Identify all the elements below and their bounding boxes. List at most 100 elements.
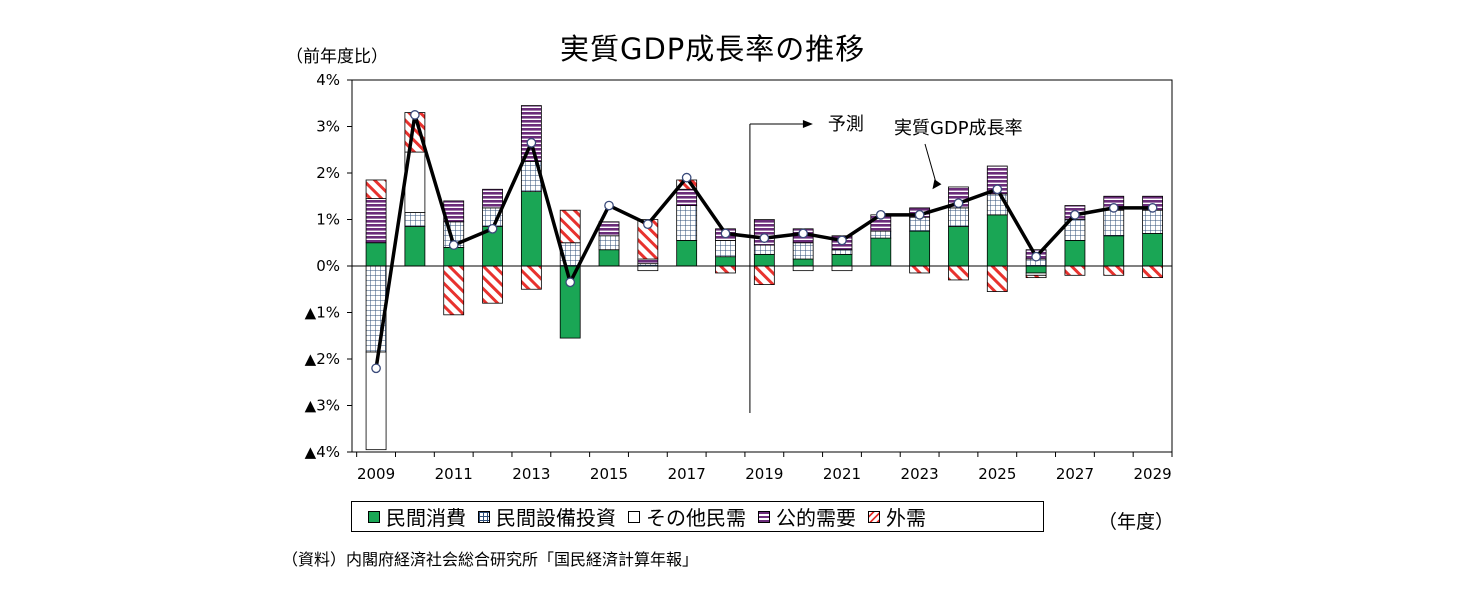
bar-2017-民間設備投資 bbox=[676, 205, 698, 241]
gdp-point-2015 bbox=[604, 200, 614, 211]
gdp-point-2022 bbox=[875, 210, 886, 220]
bar-2018-外需 bbox=[715, 265, 736, 274]
bar-2020-その他民需 bbox=[792, 265, 814, 272]
legend-item: その他民需 bbox=[628, 502, 746, 531]
legend-swatch bbox=[868, 510, 880, 523]
bar-2015-民間消費 bbox=[598, 249, 620, 267]
gdp-point-2017 bbox=[681, 172, 692, 183]
bar-2022-民間設備投資 bbox=[870, 230, 892, 239]
legend-item: 公的需要 bbox=[758, 502, 856, 531]
gdp-point-2010 bbox=[410, 110, 420, 120]
forecast-arrow-head bbox=[802, 120, 813, 128]
gdp-point-2024 bbox=[953, 198, 964, 209]
y-tick-label: 0% bbox=[316, 257, 340, 275]
legend-item: 民間設備投資 bbox=[478, 502, 616, 531]
x-tick-label: 2025 bbox=[978, 465, 1016, 483]
chart-title: 実質GDP成長率の推移 bbox=[560, 32, 866, 66]
gdp-point-2020 bbox=[798, 228, 809, 239]
bar-2009-外需 bbox=[365, 179, 387, 199]
x-tick-label: 2013 bbox=[512, 465, 550, 483]
x-axis-unit: （年度） bbox=[1098, 511, 1175, 533]
bar-2013-公的需要 bbox=[520, 105, 542, 162]
legend-label: その他民需 bbox=[646, 506, 746, 530]
bar-2014-外需 bbox=[559, 209, 581, 244]
bar-2015-民間設備投資 bbox=[598, 235, 620, 251]
gdp-point-2027 bbox=[1070, 210, 1080, 220]
bar-2027-民間消費 bbox=[1064, 240, 1086, 267]
gdp-point-2025 bbox=[992, 184, 1003, 195]
gdp-point-2026 bbox=[1031, 251, 1041, 262]
bar-2028-外需 bbox=[1103, 265, 1125, 276]
bar-2025-外需 bbox=[986, 265, 1008, 292]
bar-2012-外需 bbox=[482, 265, 503, 304]
bar-2017-公的需要 bbox=[676, 188, 698, 206]
bar-2019-外需 bbox=[753, 265, 775, 286]
bar-2020-民間設備投資 bbox=[792, 242, 814, 260]
bar-2009-公的需要 bbox=[365, 198, 387, 244]
y-tick-label: 4% bbox=[316, 71, 340, 89]
bar-2011-外需 bbox=[443, 265, 465, 316]
bar-2013-外需 bbox=[520, 265, 542, 290]
gdp-point-2021 bbox=[837, 235, 847, 246]
bar-2029-外需 bbox=[1142, 265, 1163, 279]
bar-2018-民間設備投資 bbox=[715, 240, 736, 258]
gdp-point-2012 bbox=[487, 223, 498, 234]
y-tick-label: 3% bbox=[316, 118, 340, 136]
gdp-label-arrow-line bbox=[924, 143, 937, 185]
gdp-point-2013 bbox=[526, 137, 537, 148]
legend-label: 民間設備投資 bbox=[496, 506, 616, 530]
bar-2027-外需 bbox=[1064, 265, 1086, 276]
legend-label: 外需 bbox=[886, 506, 926, 530]
bar-2024-民間消費 bbox=[948, 226, 969, 267]
bar-2029-民間消費 bbox=[1142, 233, 1163, 267]
y-tick-label: 2% bbox=[316, 164, 340, 182]
bar-2028-民間消費 bbox=[1103, 235, 1125, 267]
legend-swatch bbox=[478, 510, 490, 523]
forecast-label: 予測 bbox=[828, 114, 864, 135]
y-tick-label: ▲2% bbox=[305, 350, 340, 368]
gdp-line-label: 実質GDP成長率 bbox=[894, 118, 1023, 139]
bar-2023-民間消費 bbox=[909, 230, 931, 267]
x-tick-label: 2009 bbox=[357, 465, 395, 483]
gdp-label-arrow-head bbox=[932, 179, 942, 190]
bar-2010-民間設備投資 bbox=[404, 212, 426, 227]
bar-2013-民間消費 bbox=[520, 191, 542, 267]
bar-2021-その他民需 bbox=[831, 265, 853, 272]
bar-2026-民間消費 bbox=[1025, 265, 1047, 274]
x-tick-label: 2015 bbox=[590, 465, 628, 483]
legend-item: 外需 bbox=[868, 502, 926, 531]
bar-2021-民間設備投資 bbox=[831, 249, 853, 255]
bar-2024-民間設備投資 bbox=[948, 207, 969, 227]
legend-swatch bbox=[368, 510, 380, 523]
bar-2009-その他民需 bbox=[365, 351, 387, 451]
x-tick-label: 2021 bbox=[823, 465, 861, 483]
bar-2019-民間消費 bbox=[753, 253, 775, 267]
bar-2017-民間消費 bbox=[676, 240, 698, 267]
legend-swatch bbox=[758, 510, 770, 523]
bar-2024-外需 bbox=[948, 265, 969, 281]
gdp-point-2009 bbox=[371, 363, 381, 374]
gdp-point-2018 bbox=[720, 228, 731, 239]
y-tick-label: ▲1% bbox=[305, 304, 340, 322]
bar-2022-民間消費 bbox=[870, 237, 892, 267]
gdp-point-2019 bbox=[759, 233, 770, 243]
y-axis-unit: （前年度比） bbox=[286, 47, 388, 67]
bar-2025-民間消費 bbox=[986, 214, 1008, 267]
bar-2026-外需 bbox=[1025, 274, 1047, 279]
x-tick-label: 2011 bbox=[435, 465, 473, 483]
x-tick-label: 2017 bbox=[668, 465, 706, 483]
gdp-point-2029 bbox=[1147, 203, 1158, 213]
gdp-point-2016 bbox=[643, 219, 653, 229]
bar-2009-民間設備投資 bbox=[365, 265, 387, 353]
legend: 民間消費 民間設備投資 その他民需 公的需要 外需 bbox=[351, 501, 1044, 532]
bar-2010-民間消費 bbox=[404, 226, 426, 267]
x-tick-label: 2023 bbox=[901, 465, 939, 483]
legend-item: 民間消費 bbox=[368, 502, 466, 531]
x-tick-label: 2019 bbox=[745, 465, 783, 483]
x-tick-label: 2029 bbox=[1133, 465, 1171, 483]
bar-2018-民間消費 bbox=[715, 256, 736, 267]
legend-swatch bbox=[628, 510, 640, 523]
bar-2021-民間消費 bbox=[831, 253, 853, 267]
gdp-point-2028 bbox=[1108, 203, 1119, 213]
